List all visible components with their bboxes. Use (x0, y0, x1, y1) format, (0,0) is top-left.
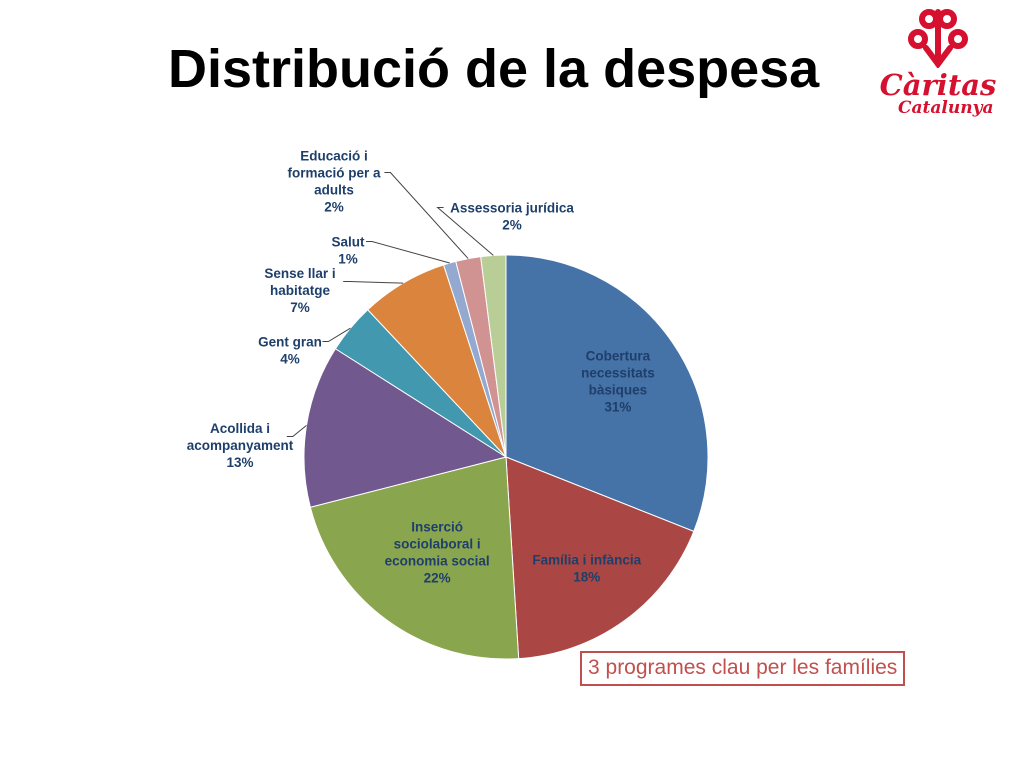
pie-slice-cobertura-necessitats-basiques (505, 254, 709, 533)
slice-label-assessoria-juridica: Assessoria jurídica 2% (450, 201, 574, 233)
pie-slice-familia-i-infancia (505, 456, 695, 660)
page-title: Distribució de la despesa (168, 39, 820, 99)
caritas-cross-icon (908, 9, 968, 68)
logo-region: Catalunya (898, 98, 994, 118)
slice-label-acollida-i-acompanyament: Acollida i acompanyament 13% (187, 421, 294, 470)
leader-line-acollida-i-acompanyament (286, 425, 307, 437)
leader-line-sense-llar-i-habitatge (343, 281, 404, 284)
slice-label-gent-gran: Gent gran 4% (258, 335, 322, 367)
slice-label-familia-i-infancia: Família i infància 18% (532, 553, 641, 585)
pie-slice-insercio-sociolaboral-i-economia-social (309, 456, 520, 660)
leader-line-educacio-i-formacio-per-a-adults (384, 172, 469, 259)
caritas-logo: Càritas Catalunya (868, 6, 1008, 118)
pie-slice-acollida-i-acompanyament (303, 348, 508, 508)
slice-label-educacio-i-formacio-per-a-adults: Educació i formació per a adults 2% (287, 149, 381, 215)
slice-label-salut: Salut 1% (331, 235, 365, 267)
slice-label-insercio-sociolaboral-i-economia-social: Inserció sociolaboral i economia social 22% (385, 519, 490, 585)
slice-label-cobertura-necessitats-basiques: Cobertura necessitats bàsiques 31% (581, 348, 655, 414)
leader-line-gent-gran (322, 327, 351, 342)
leader-line-assessoria-juridica (436, 207, 494, 256)
logo-name: Càritas (879, 68, 997, 102)
slice-label-sense-llar-i-habitatge: Sense llar i habitatge 7% (264, 266, 335, 315)
pie-slice-assessoria-juridica (480, 254, 507, 458)
callout-box: 3 programes clau per les famílies (580, 651, 906, 686)
leader-line-salut (366, 241, 450, 264)
